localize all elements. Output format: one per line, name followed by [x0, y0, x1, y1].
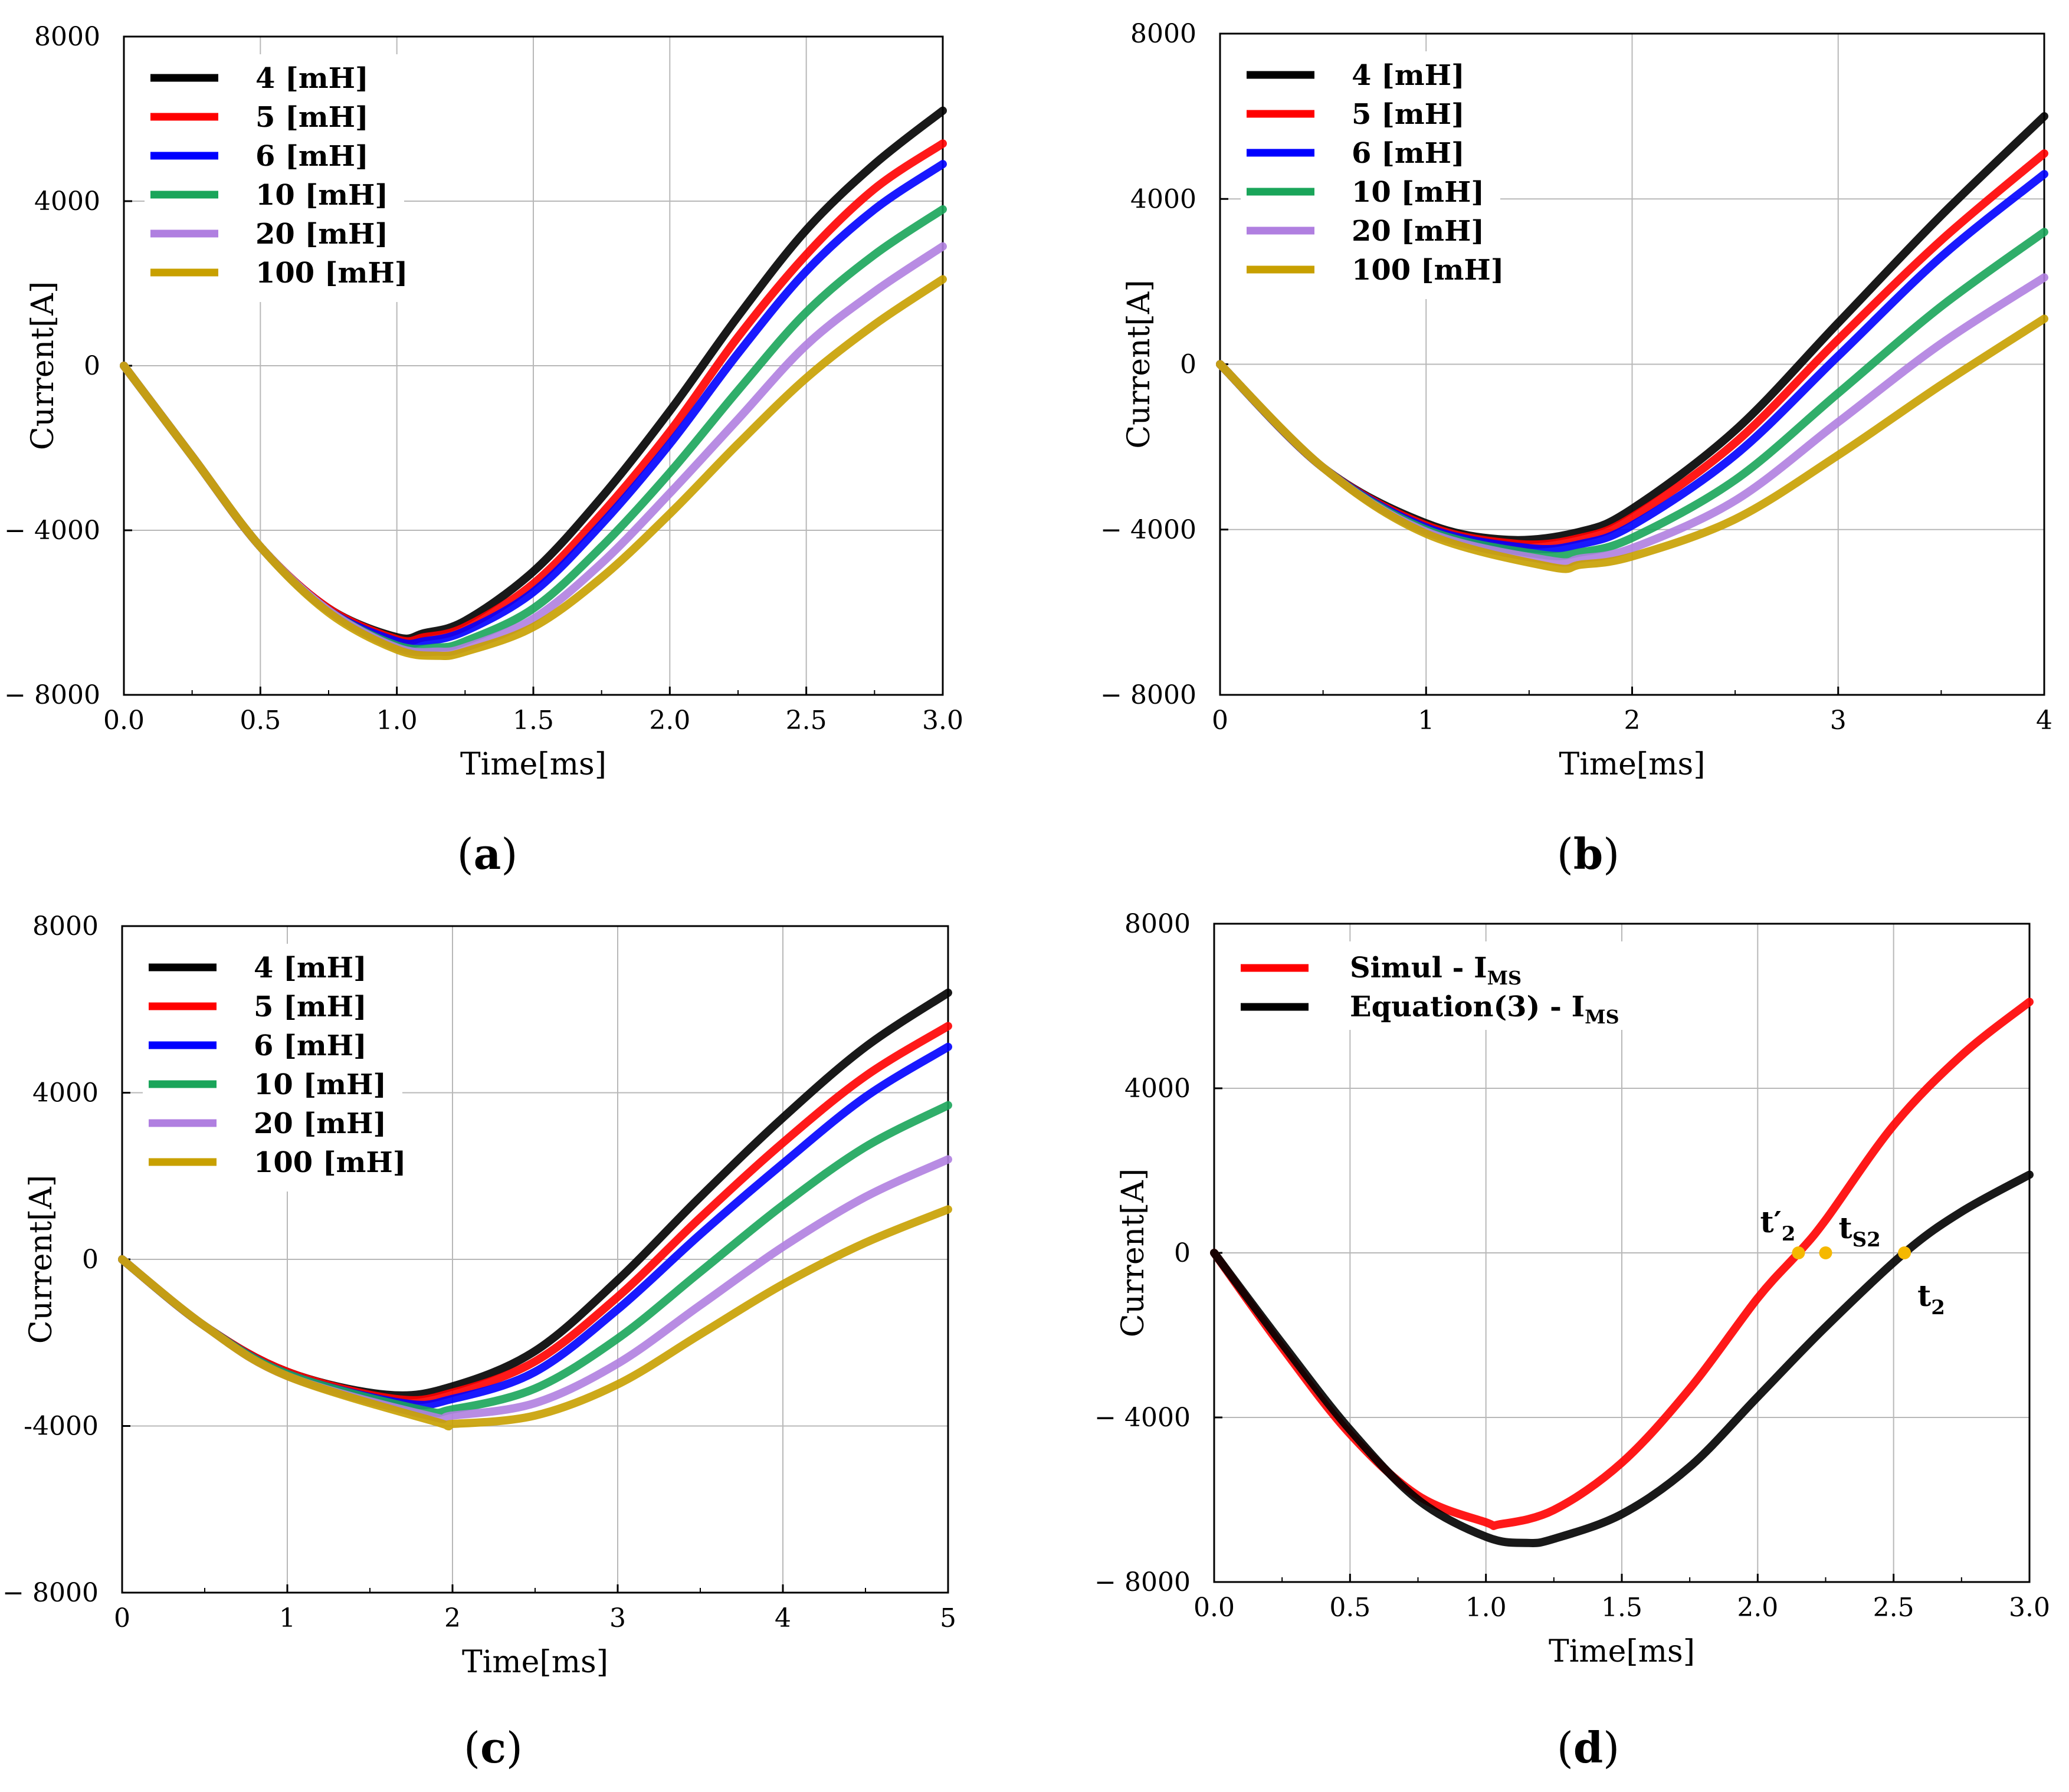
x-tick-label: 5 — [940, 1603, 956, 1633]
x-tick-label: 3 — [609, 1603, 626, 1633]
x-tick-label: 1.0 — [1465, 1593, 1507, 1623]
chart-panel-c: 0 1 2 3 4 5 8000 4000 0 -4000 − 8000 Time[ms] Curren… — [2, 911, 956, 1680]
y-tick-label: 8000 — [34, 22, 100, 52]
x-tick-label: 3.0 — [2009, 1593, 2050, 1623]
caption-b: (b) — [1556, 829, 1620, 879]
legend-label: 20 [mH] — [255, 218, 388, 251]
y-tick-label: − 8000 — [1100, 680, 1196, 710]
x-tick-label: 2.5 — [786, 705, 827, 736]
series-line — [120, 275, 947, 661]
y-tick-label: 8000 — [1130, 19, 1196, 49]
point-label: t2 — [1917, 1278, 1945, 1320]
x-tick-label: 2 — [444, 1603, 461, 1633]
x-tick-label: 1 — [279, 1603, 296, 1633]
y-tick-label: 8000 — [1124, 909, 1191, 939]
legend-label: 4 [mH] — [255, 62, 369, 95]
y-axis-label: Current[A] — [1116, 1169, 1151, 1337]
series-line — [1216, 314, 2048, 573]
legend-label: 100 [mH] — [254, 1146, 406, 1179]
legend-box — [143, 944, 402, 1192]
y-tick-label: 0 — [84, 351, 100, 381]
x-tick-label: 3.0 — [922, 705, 963, 736]
series-line — [1210, 1170, 2034, 1548]
y-tick-label: − 8000 — [2, 1578, 99, 1608]
point-label: tS2 — [1839, 1210, 1881, 1252]
legend-label: 6 [mH] — [1352, 137, 1465, 170]
x-tick-label: 1 — [1418, 705, 1434, 736]
caption-c: (c) — [463, 1722, 523, 1773]
legend-label: 5 [mH] — [255, 101, 369, 134]
legend-label: 6 [mH] — [255, 140, 369, 173]
x-axis-label: Time[ms] — [462, 1645, 608, 1680]
x-axis-label: Time[ms] — [1549, 1634, 1695, 1669]
x-tick-label: 4 — [775, 1603, 791, 1633]
y-axis-label: Current[A] — [1122, 280, 1157, 448]
legend-label: 20 [mH] — [1352, 215, 1484, 248]
x-tick-label: 0 — [114, 1603, 130, 1633]
series-line — [118, 1155, 952, 1423]
x-tick-label: 2.5 — [1873, 1593, 1914, 1623]
y-tick-label: 4000 — [34, 186, 100, 216]
x-tick-label: 0.5 — [240, 705, 281, 736]
legend-label: 20 [mH] — [254, 1107, 386, 1140]
legend-label: 6 [mH] — [254, 1029, 367, 1062]
y-tick-label: 4000 — [1130, 184, 1196, 214]
legend-box — [1235, 941, 1648, 1030]
x-tick-label: 3 — [1830, 705, 1847, 736]
y-tick-label: − 4000 — [4, 516, 100, 546]
x-tick-label: 0.0 — [1193, 1593, 1235, 1623]
x-tick-label: 2.0 — [1737, 1593, 1778, 1623]
y-tick-label: 0 — [1180, 350, 1196, 380]
x-axis-label: Time[ms] — [1559, 747, 1706, 782]
y-tick-label: − 8000 — [4, 680, 100, 710]
x-tick-label: 1.5 — [513, 705, 554, 736]
x-tick-label: 1.5 — [1601, 1593, 1642, 1623]
legend-box — [1241, 51, 1500, 299]
y-tick-label: − 4000 — [1094, 1403, 1191, 1433]
point-label: t′2 — [1760, 1204, 1795, 1246]
legend-label: 4 [mH] — [254, 951, 367, 984]
x-tick-label: 2 — [1624, 705, 1641, 736]
legend-label: 10 [mH] — [255, 179, 388, 212]
legend-label: 100 [mH] — [1352, 254, 1504, 287]
chart-panel-d: 0.0 0.5 1.0 1.5 2.0 2.5 3.0 8000 4000 0 − 4000 − 80… — [1094, 909, 2050, 1669]
legend-label: 4 [mH] — [1352, 59, 1465, 92]
x-tick-label: 1.0 — [376, 705, 418, 736]
y-tick-label: 8000 — [32, 911, 99, 941]
y-axis-label: Current[A] — [25, 281, 61, 450]
caption-d: (d) — [1556, 1722, 1620, 1773]
legend-label: 100 [mH] — [255, 257, 408, 290]
marker-point — [1819, 1246, 1832, 1259]
marker-point — [1792, 1246, 1805, 1259]
legend-box — [145, 54, 404, 302]
legend-label: 5 [mH] — [1352, 98, 1465, 131]
y-tick-label: -4000 — [24, 1412, 99, 1442]
y-tick-label: − 8000 — [1094, 1567, 1191, 1597]
x-tick-label: 0.5 — [1329, 1593, 1370, 1623]
x-tick-label: 2.0 — [649, 705, 690, 736]
legend-label: 10 [mH] — [1352, 176, 1484, 209]
y-tick-label: 4000 — [1124, 1074, 1191, 1104]
legend-label: Equation(3) - IMS — [1350, 990, 1619, 1028]
chart-panel-b: 0 1 2 3 4 8000 4000 0 − 4000 − 8000 Time[ms] Curren… — [1100, 19, 2052, 782]
legend-label: 10 [mH] — [254, 1068, 386, 1101]
y-tick-label: 0 — [82, 1245, 99, 1275]
x-tick-label: 4 — [2036, 705, 2052, 736]
y-axis-label: Current[A] — [24, 1175, 59, 1344]
x-axis-label: Time[ms] — [460, 747, 606, 782]
legend-label: 5 [mH] — [254, 990, 367, 1023]
y-tick-label: 0 — [1174, 1238, 1191, 1268]
chart-panel-a: 0.0 0.5 1.0 1.5 2.0 2.5 3.0 8000 4000 0 − 4000 − 80… — [4, 22, 963, 782]
series-line — [118, 1205, 952, 1431]
x-tick-label: 0 — [1212, 705, 1228, 736]
marker-point — [1898, 1246, 1911, 1259]
y-tick-label: 4000 — [32, 1078, 99, 1108]
y-tick-label: − 4000 — [1100, 515, 1196, 545]
caption-a: (a) — [457, 829, 518, 879]
x-tick-label: 0.0 — [103, 705, 145, 736]
